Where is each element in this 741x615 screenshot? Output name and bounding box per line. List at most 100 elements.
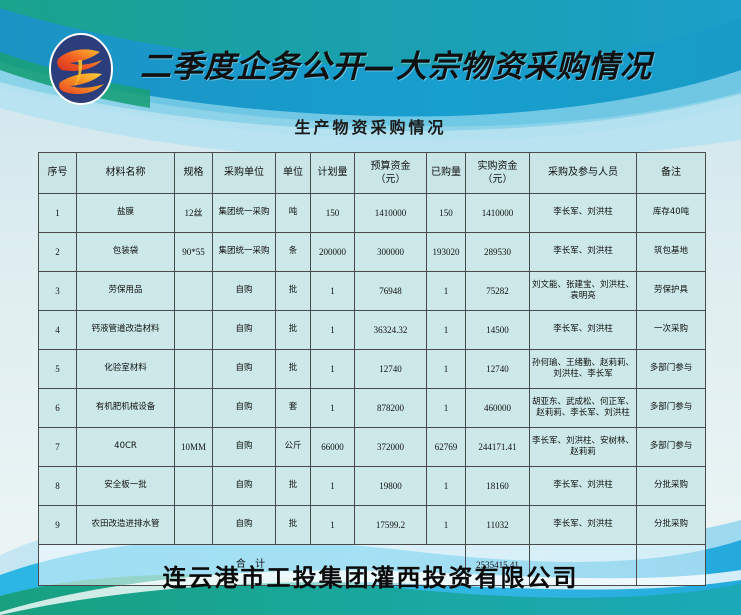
cell-material: 40CR [76,427,175,467]
cell-unit: 条 [275,232,311,272]
header-cell-spec: 规格 [174,152,213,194]
table-row: 2 包装袋 90*55 集团统一采购条 200000 300000 193020 289530… [38,232,706,272]
cell-planned-qty: 200000 [310,232,355,272]
cell-actual: 11032 [465,505,530,545]
cell-budget: 19800 [354,466,427,506]
cell-remark: 多部门参与 [636,349,706,389]
cell-budget: 878200 [354,388,427,428]
poster-header: 二季度企务公开—大宗物资采购情况 [0,0,741,112]
cell-personnel: 李长军、刘洪柱 [529,232,637,272]
cell-planned-qty: 1 [310,505,355,545]
cell-planned-qty: 1 [310,466,355,506]
cell-material: 包装袋 [76,232,175,272]
cell-material: 有机肥机械设备 [76,388,175,428]
cell-purchased-qty: 193020 [426,232,466,272]
cell-planned-qty: 1 [310,310,355,350]
header-sublabel: （元） [375,174,406,185]
cell-budget: 1410000 [354,193,427,233]
cell-planned-qty: 150 [310,193,355,233]
cell-spec [174,349,213,389]
cell-unit: 批 [275,271,311,311]
header-label: 采购单位 [224,167,264,179]
cell-personnel: 李长军、刘洪柱 [529,505,637,545]
total-actual-amount: 2535415.41 [465,544,530,586]
cell-personnel: 李长军、刘洪柱 [529,310,637,350]
cell-remark: 分批采购 [636,466,706,506]
cell-material: 劳保用品 [76,271,175,311]
cell-planned-qty: 66000 [310,427,355,467]
cell-spec [174,388,213,428]
header-cell-material: 材料名称 [76,152,175,194]
cell-no: 7 [38,427,77,467]
cell-material: 安全板一批 [76,466,175,506]
cell-purchased-qty: 1 [426,349,466,389]
cell-budget: 17599.2 [354,505,427,545]
cell-purchase-unit: 自购 [212,349,276,389]
section-subtitle: 生产物资采购情况 [294,118,447,137]
cell-spec: 90*55 [174,232,213,272]
cell-actual: 75282 [465,271,530,311]
header-label: 预算资金 [370,160,411,172]
header-label: 材料名称 [105,167,146,179]
cell-purchase-unit: 集团统一采购 [212,232,276,272]
header-sublabel: （元） [482,174,513,185]
header-label: 单位 [283,167,303,179]
header-label: 计划量 [317,167,348,179]
cell-no: 2 [38,232,77,272]
cell-remark: 多部门参与 [636,388,706,428]
table-row: 7 40CR 10MM 自购 公斤 66000 372000 62769 244171.41 李长… [38,427,706,467]
table-row: 3 劳保用品 自购批 1 76948 1 75282 刘文能、张建宝、刘洪柱、袁明亮 劳保护具 [38,271,706,311]
cell-unit: 批 [275,466,311,506]
cell-no: 5 [38,349,77,389]
cell-purchase-unit: 自购 [212,271,276,311]
total-label: 合 计 [38,544,466,586]
header-cell-planned-qty: 计划量 [310,152,355,194]
cell-no: 4 [38,310,77,350]
table-body: 1 盐膜 12丝 集团统一采购吨 150 1410000 150 1410000 李长军、刘洪柱… [38,193,706,545]
cell-purchase-unit: 自购 [212,310,276,350]
cell-unit: 吨 [275,193,311,233]
cell-planned-qty: 1 [310,271,355,311]
cell-remark: 劳保护具 [636,271,706,311]
table-row: 8 安全板一批 自购批 1 19800 1 18160 李长军、刘洪柱 分批采购 [38,466,706,506]
cell-no: 6 [38,388,77,428]
cell-material: 农田改造进排水管 [76,505,175,545]
header-label: 备注 [661,167,681,179]
header-cell-budget: 预算资金 （元） [354,152,427,194]
cell-personnel: 刘文能、张建宝、刘洪柱、袁明亮 [529,271,637,311]
cell-actual: 18160 [465,466,530,506]
header-label: 实购资金 [477,160,518,172]
header-label: 已购量 [431,167,461,179]
total-personnel [529,544,637,586]
cell-unit: 批 [275,349,311,389]
cell-planned-qty: 1 [310,349,355,389]
table-row: 1 盐膜 12丝 集团统一采购吨 150 1410000 150 1410000 李长军、刘洪柱… [38,193,706,233]
company-name-footer: 连云港市工投集团灌西投资有限公司 [162,564,579,592]
cell-spec [174,310,213,350]
header-cell-purchased-qty: 已购量 [426,152,466,194]
header-label: 采购及参与人员 [548,167,618,179]
cell-purchased-qty: 1 [426,505,466,545]
cell-purchased-qty: 1 [426,388,466,428]
cell-purchase-unit: 自购 [212,427,276,467]
procurement-table-container: 序号 材料名称 规格 采购单位 单位 计划量 [38,152,706,586]
cell-unit: 公斤 [275,427,311,467]
cell-purchased-qty: 62769 [426,427,466,467]
cell-no: 8 [38,466,77,506]
cell-personnel: 胡亚东、武成松、何正军、赵莉莉、李长军、刘洪柱 [529,388,637,428]
procurement-table: 序号 材料名称 规格 采购单位 单位 计划量 [38,152,706,586]
table-row: 6 有机肥机械设备 自购套 1 878200 1 460000 胡亚东、武成松、何正军、赵莉莉… [38,388,706,428]
total-remark [636,544,706,586]
cell-budget: 300000 [354,232,427,272]
table-row: 5 化验室材料 自购批 1 12740 1 12740 孙何瑜、王绪勤、赵莉莉、刘洪柱、李长军… [38,349,706,389]
cell-purchased-qty: 150 [426,193,466,233]
cell-spec [174,466,213,506]
table-header-row: 序号 材料名称 规格 采购单位 单位 计划量 [38,152,706,194]
cell-material: 钙液管道改造材料 [76,310,175,350]
header-cell-no: 序号 [38,152,77,194]
cell-unit: 套 [275,388,311,428]
header-label: 序号 [47,167,68,179]
cell-actual: 14500 [465,310,530,350]
cell-no: 3 [38,271,77,311]
cell-purchased-qty: 1 [426,310,466,350]
